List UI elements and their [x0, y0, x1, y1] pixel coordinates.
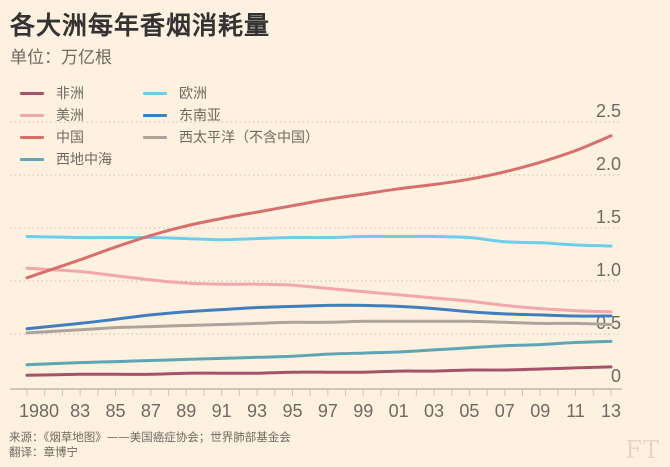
- chart-title: 各大洲每年香烟消耗量: [10, 11, 271, 40]
- translator-text: 翻译：章博宁: [9, 445, 78, 459]
- gridlines: [10, 121, 622, 335]
- series-line-2: [25, 134, 613, 280]
- y-axis: 00.51.01.52.02.5: [596, 101, 621, 386]
- x-tick-label: 07: [495, 401, 515, 421]
- chart-subtitle: 单位：万亿根: [10, 48, 112, 68]
- series-line-0: [25, 365, 613, 377]
- legend-label: 西太平洋（不含中国）: [179, 130, 319, 146]
- legend-swatch: [143, 91, 167, 95]
- x-tick-label: 93: [247, 401, 267, 421]
- series-lines: [25, 134, 613, 377]
- legend-swatch: [20, 157, 44, 161]
- legend-label: 非洲: [56, 86, 84, 102]
- x-axis: 1980 83 85 87 89 91 93 95 97 99 01 03 05 07 09 11 13: [10, 388, 622, 421]
- x-tick-label: 99: [353, 401, 373, 421]
- legend-item-americas: 美洲: [20, 105, 84, 125]
- series-line-4: [25, 234, 613, 248]
- y-tick-label: 1.5: [596, 207, 621, 227]
- legend-swatch: [20, 91, 44, 95]
- legend-label: 美洲: [56, 108, 84, 124]
- y-tick-label: 2.5: [596, 101, 621, 121]
- series-line-1: [25, 266, 613, 314]
- series-line-6: [25, 319, 613, 335]
- legend-item-eastern-mediterranean: 西地中海: [20, 149, 112, 169]
- legend-swatch: [143, 113, 167, 117]
- legend-label: 西地中海: [56, 152, 112, 168]
- legend-item-southeast-asia: 东南亚: [143, 105, 221, 125]
- legend-item-western-pacific: 西太平洋（不含中国）: [143, 127, 319, 147]
- x-tick-label: 05: [459, 401, 479, 421]
- legend-swatch: [20, 113, 44, 117]
- x-tick-label: 95: [282, 401, 302, 421]
- legend-swatch: [20, 135, 44, 139]
- ft-logo: FT: [625, 436, 660, 464]
- series-line-5: [25, 303, 613, 331]
- series-line-3: [25, 339, 613, 367]
- y-tick-label: 1.0: [596, 260, 621, 280]
- x-tick-label: 89: [176, 401, 196, 421]
- legend-label: 东南亚: [179, 108, 221, 124]
- x-tick-label: 01: [389, 401, 409, 421]
- legend-label: 中国: [56, 130, 84, 146]
- x-tick-label: 09: [530, 401, 550, 421]
- line-chart: 00.51.01.52.02.5 1980 83 85 87 89 91 93 95 97 99 0…: [10, 101, 622, 421]
- legend-swatch: [143, 135, 167, 139]
- x-tick-label: 1980: [19, 401, 59, 421]
- y-tick-label: 0: [611, 366, 621, 386]
- x-tick-label: 87: [141, 401, 161, 421]
- legend-item-africa: 非洲: [20, 83, 84, 103]
- x-tick-label: 03: [424, 401, 444, 421]
- legend-item-europe: 欧洲: [143, 83, 207, 103]
- x-tick-label: 13: [601, 401, 621, 421]
- x-tick-label: 83: [70, 401, 90, 421]
- source-text: 来源：《烟草地图》——美国癌症协会；世界肺部基金会: [9, 430, 291, 444]
- x-tick-label: 91: [212, 401, 232, 421]
- y-tick-label: 2.0: [596, 154, 621, 174]
- x-tick-label: 11: [566, 401, 585, 421]
- legend-label: 欧洲: [179, 86, 207, 102]
- legend-item-china: 中国: [20, 127, 84, 147]
- x-tick-label: 85: [105, 401, 125, 421]
- source-note: 来源：《烟草地图》——美国癌症协会；世界肺部基金会 翻译：章博宁: [9, 430, 291, 460]
- x-tick-label: 97: [318, 401, 338, 421]
